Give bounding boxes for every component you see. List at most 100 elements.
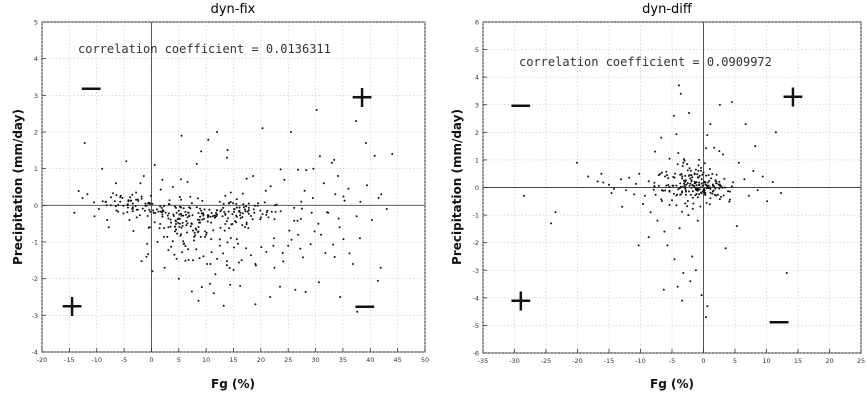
scatter-point xyxy=(228,267,231,269)
scatter-point xyxy=(131,202,134,205)
scatter-point xyxy=(200,212,203,215)
scatter-point xyxy=(653,185,656,188)
scatter-point xyxy=(180,178,182,181)
scatter-point xyxy=(523,194,525,197)
scatter-point xyxy=(261,213,264,216)
scatter-point xyxy=(187,259,190,261)
scatter-point xyxy=(700,182,703,185)
scatter-point xyxy=(246,210,249,213)
scatter-point xyxy=(169,218,172,221)
scatter-point xyxy=(143,209,146,212)
scatter-point xyxy=(140,260,143,263)
scatter-point xyxy=(269,296,272,298)
scatter-point xyxy=(149,194,152,197)
scatter-point xyxy=(115,209,118,212)
scatter-point xyxy=(668,189,671,192)
scatter-point xyxy=(689,169,692,172)
scatter-point xyxy=(710,177,713,180)
x-tick-label: 25 xyxy=(284,356,292,364)
scatter-point xyxy=(205,231,208,234)
scatter-point xyxy=(194,234,197,237)
scatter-point xyxy=(700,192,703,195)
scatter-point xyxy=(380,193,383,196)
scatter-point xyxy=(259,209,262,212)
x-tick-label: -10 xyxy=(91,356,102,364)
scatter-point xyxy=(660,198,663,201)
scatter-point xyxy=(550,222,552,225)
scatter-point xyxy=(720,185,723,188)
scatter-point xyxy=(131,210,134,213)
correlation-annotation: correlation coefficient = 0.0909972 xyxy=(519,55,772,69)
scatter-point xyxy=(175,220,177,223)
scatter-point xyxy=(685,183,688,186)
scatter-point xyxy=(273,266,276,269)
scatter-point xyxy=(706,134,709,137)
scatter-point xyxy=(729,198,731,201)
scatter-point xyxy=(656,219,659,222)
scatter-point xyxy=(261,127,264,130)
scatter-point xyxy=(241,224,244,227)
scatter-point xyxy=(288,229,291,232)
quadrant-minus-sign: − xyxy=(767,304,792,339)
scatter-point xyxy=(674,172,677,175)
scatter-point xyxy=(119,200,122,203)
scatter-point xyxy=(290,238,293,241)
scatter-point xyxy=(744,123,747,126)
scatter-point xyxy=(317,222,320,225)
scatter-point xyxy=(175,257,178,260)
scatter-point xyxy=(232,268,235,271)
scatter-point xyxy=(364,142,367,144)
scatter-point xyxy=(250,254,252,257)
scatter-point xyxy=(711,192,714,195)
scatter-point xyxy=(628,176,631,179)
scatter-point xyxy=(703,162,706,165)
scatter-point xyxy=(239,214,242,217)
y-tick-label: -2 xyxy=(473,239,479,247)
scatter-point xyxy=(208,208,211,211)
scatter-point xyxy=(766,200,769,203)
scatter-point xyxy=(152,209,155,212)
scatter-point xyxy=(222,206,225,209)
scatter-point xyxy=(347,187,350,190)
scatter-point xyxy=(164,211,167,214)
scatter-point xyxy=(312,167,315,170)
scatter-point xyxy=(151,270,154,273)
scatter-point xyxy=(242,206,245,209)
scatter-point xyxy=(199,207,202,210)
scatter-point xyxy=(696,176,699,179)
scatter-point xyxy=(713,146,716,149)
scatter-point xyxy=(178,213,181,216)
scatter-point xyxy=(201,199,204,202)
scatter-point xyxy=(107,226,110,229)
scatter-point xyxy=(256,204,259,207)
scatter-point xyxy=(638,172,641,175)
scatter-point xyxy=(131,206,134,209)
scatter-point xyxy=(672,192,675,195)
scatter-point xyxy=(702,181,705,184)
scatter-point xyxy=(666,244,669,247)
scatter-point xyxy=(218,238,221,241)
x-tick-label: 35 xyxy=(339,356,347,364)
scatter-point xyxy=(254,263,257,265)
scatter-point xyxy=(222,252,225,255)
scatter-point xyxy=(707,184,710,187)
scatter-point xyxy=(287,244,290,247)
scatter-point xyxy=(320,233,322,236)
scatter-point xyxy=(178,222,181,225)
scatter-point xyxy=(178,217,181,220)
y-tick-label: 3 xyxy=(34,92,38,100)
scatter-point xyxy=(338,226,341,229)
scatter-point xyxy=(691,196,694,199)
scatter-point xyxy=(146,215,149,217)
scatter-point xyxy=(181,221,184,224)
y-tick-label: -1 xyxy=(473,212,479,220)
scatter-point xyxy=(131,193,134,196)
scatter-point xyxy=(224,223,227,225)
scatter-point xyxy=(664,175,667,178)
scatter-point xyxy=(195,228,198,231)
scatter-point xyxy=(241,192,244,195)
scatter-point xyxy=(718,180,721,183)
scatter-point xyxy=(184,213,187,216)
scatter-point xyxy=(379,266,382,269)
scatter-point xyxy=(135,191,138,194)
